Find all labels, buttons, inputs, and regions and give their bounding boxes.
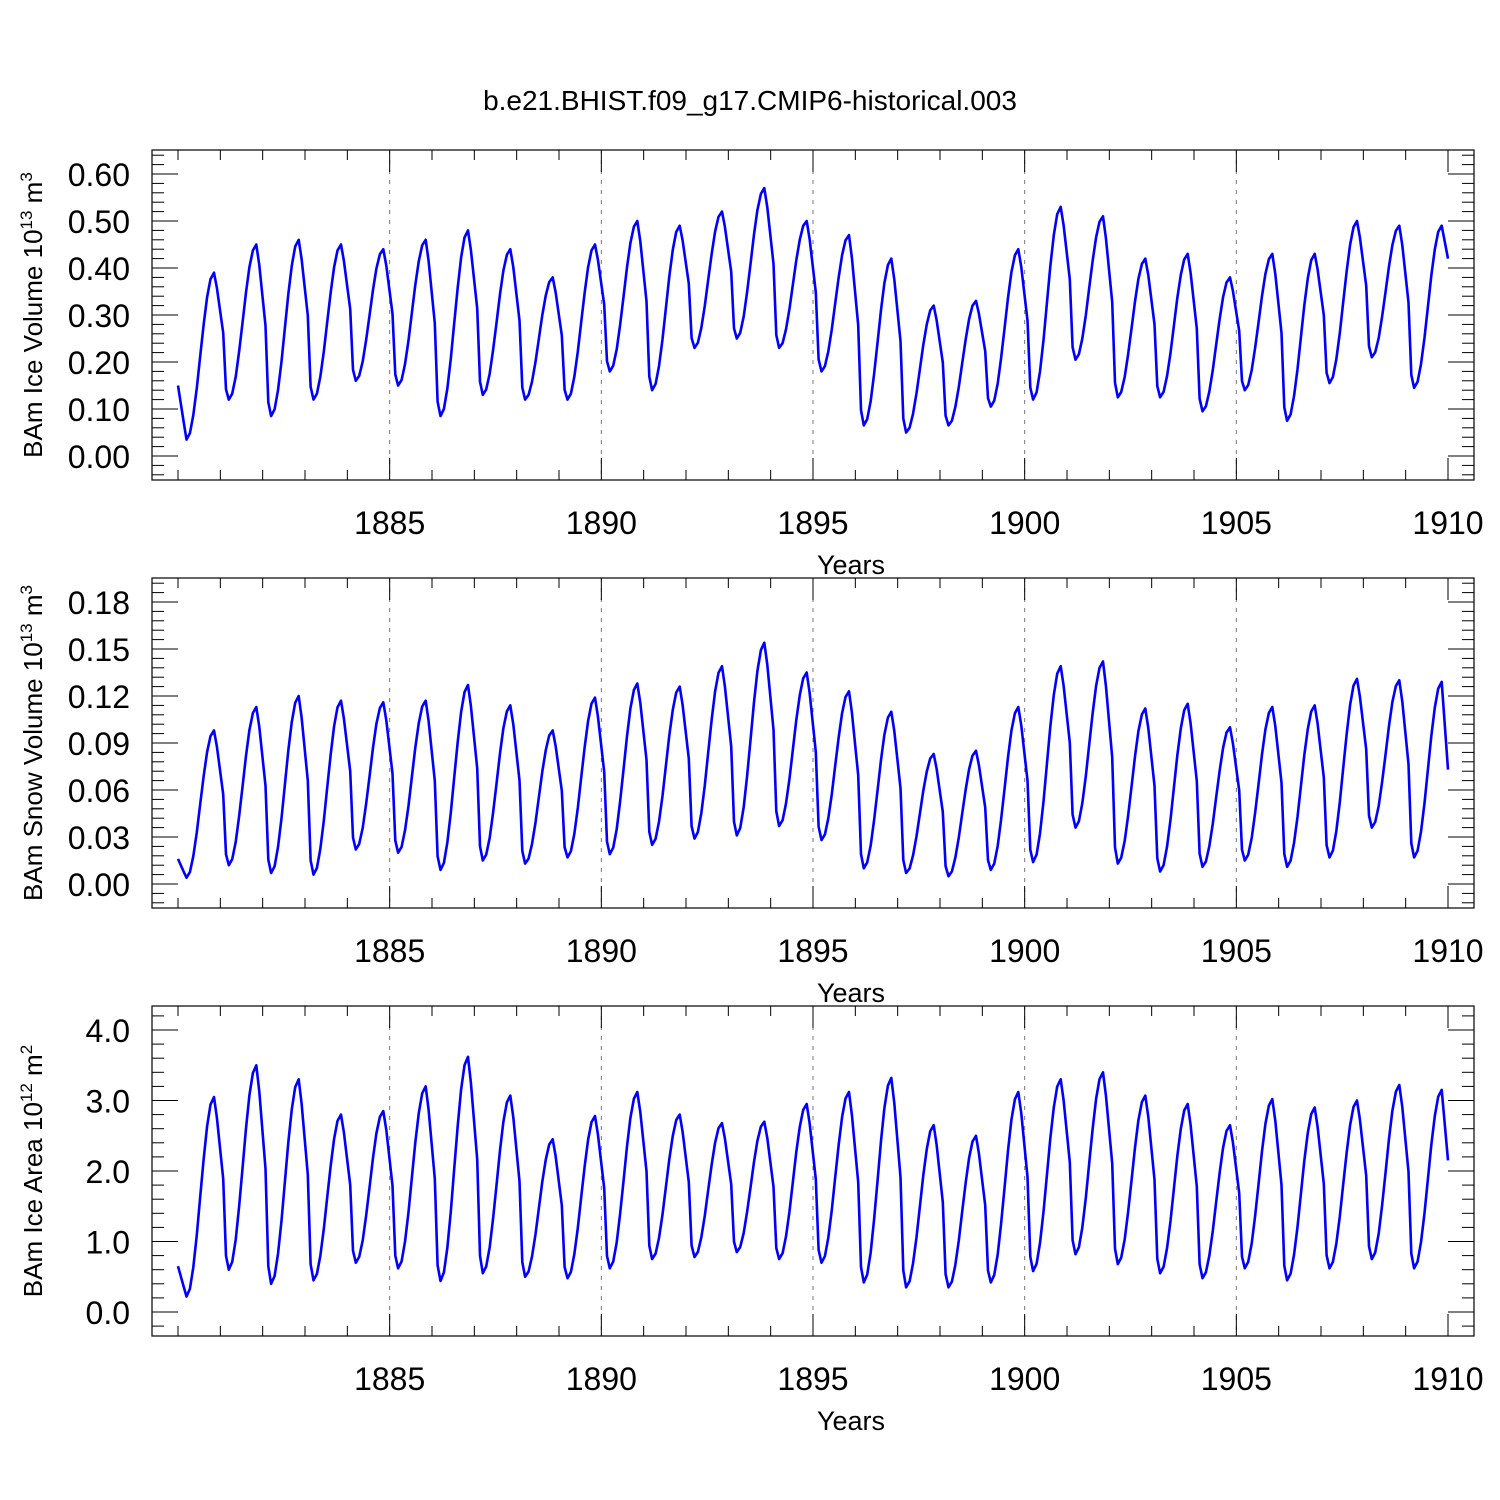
x-tick-label: 1910 xyxy=(1412,505,1483,541)
x-tick-label: 1885 xyxy=(354,933,425,969)
y-tick-label: 0.60 xyxy=(68,157,130,193)
y-tick-label: 0.40 xyxy=(68,251,130,287)
y-tick-label: 1.0 xyxy=(86,1225,130,1261)
y-tick-label: 0.18 xyxy=(68,585,130,621)
x-tick-label: 1905 xyxy=(1201,1361,1272,1397)
y-tick-label: 0.06 xyxy=(68,773,130,809)
y-axis-label-exponent: 13 xyxy=(17,211,36,230)
y-tick-label: 0.00 xyxy=(68,867,130,903)
y-tick-label: 0.03 xyxy=(68,820,130,856)
y-axis-label: BAm Ice Volume 1013 m3 xyxy=(17,172,48,458)
y-axis-label: BAm Snow Volume 1013 m3 xyxy=(17,585,48,901)
y-tick-label: 0.0 xyxy=(86,1295,130,1331)
panel-3: 1885 1890 1895 1900 1905 1910 Years 0.0 1.0 2.0 3.… xyxy=(17,1005,1484,1436)
y-axis-label: BAm Ice Area 1012 m2 xyxy=(17,1045,48,1297)
y-axis-label-exponent: 13 xyxy=(17,623,36,642)
y-tick-label: 0.15 xyxy=(68,632,130,668)
x-tick-label: 1885 xyxy=(354,505,425,541)
y-axis-label-unit: m xyxy=(18,182,48,211)
y-axis-label-unit-exponent: 3 xyxy=(17,585,36,594)
y-axis-label-unit: m xyxy=(18,594,48,623)
y-axis-label-unit-exponent: 3 xyxy=(17,172,36,181)
y-tick-label: 0.00 xyxy=(68,439,130,475)
x-tick-label: 1895 xyxy=(777,505,848,541)
x-tick-label: 1900 xyxy=(989,505,1060,541)
y-tick-label: 0.30 xyxy=(68,298,130,334)
y-tick-label: 0.09 xyxy=(68,726,130,762)
panel-1: 1885 1890 1895 1900 1905 1910 Years 0.00 0.10 0.2… xyxy=(17,149,1484,580)
y-tick-label: 3.0 xyxy=(86,1084,130,1120)
x-tick-label: 1890 xyxy=(566,505,637,541)
y-tick-label: 0.20 xyxy=(68,345,130,381)
x-tick-label: 1895 xyxy=(777,933,848,969)
x-tick-label: 1885 xyxy=(354,1361,425,1397)
y-tick-label: 4.0 xyxy=(86,1013,130,1049)
chart-panels: 1885 1890 1895 1900 1905 1910 Years 0.00 0.10 0.2… xyxy=(17,149,1484,1436)
y-tick-label: 0.10 xyxy=(68,392,130,428)
x-tick-label: 1890 xyxy=(566,933,637,969)
x-tick-label: 1910 xyxy=(1412,1361,1483,1397)
y-tick-label: 0.12 xyxy=(68,679,130,715)
x-axis-label: Years xyxy=(817,978,885,1008)
x-tick-label: 1895 xyxy=(777,1361,848,1397)
x-tick-label: 1905 xyxy=(1201,505,1272,541)
series-line xyxy=(176,1055,1450,1298)
y-tick-label: 0.50 xyxy=(68,204,130,240)
series-line xyxy=(176,641,1450,879)
x-axis-label: Years xyxy=(817,1406,885,1436)
x-tick-label: 1900 xyxy=(989,933,1060,969)
x-tick-label: 1910 xyxy=(1412,933,1483,969)
chart-title: b.e21.BHIST.f09_g17.CMIP6-historical.003 xyxy=(483,85,1017,116)
y-axis-label-unit: m xyxy=(18,1054,48,1083)
y-tick-label: 2.0 xyxy=(86,1154,130,1190)
x-axis-label: Years xyxy=(817,550,885,580)
y-axis-label-exponent: 12 xyxy=(17,1083,36,1102)
series-line xyxy=(176,186,1450,441)
panel-2: 1885 1890 1895 1900 1905 1910 Years 0.00 0.03 0.0… xyxy=(17,577,1484,1008)
x-tick-label: 1905 xyxy=(1201,933,1272,969)
y-axis-label-unit-exponent: 2 xyxy=(17,1045,36,1054)
x-tick-label: 1890 xyxy=(566,1361,637,1397)
y-axis-label-main: BAm Ice Area 10 xyxy=(18,1102,48,1297)
x-tick-label: 1900 xyxy=(989,1361,1060,1397)
y-axis-label-main: BAm Snow Volume 10 xyxy=(18,642,48,901)
y-axis-label-main: BAm Ice Volume 10 xyxy=(18,229,48,457)
